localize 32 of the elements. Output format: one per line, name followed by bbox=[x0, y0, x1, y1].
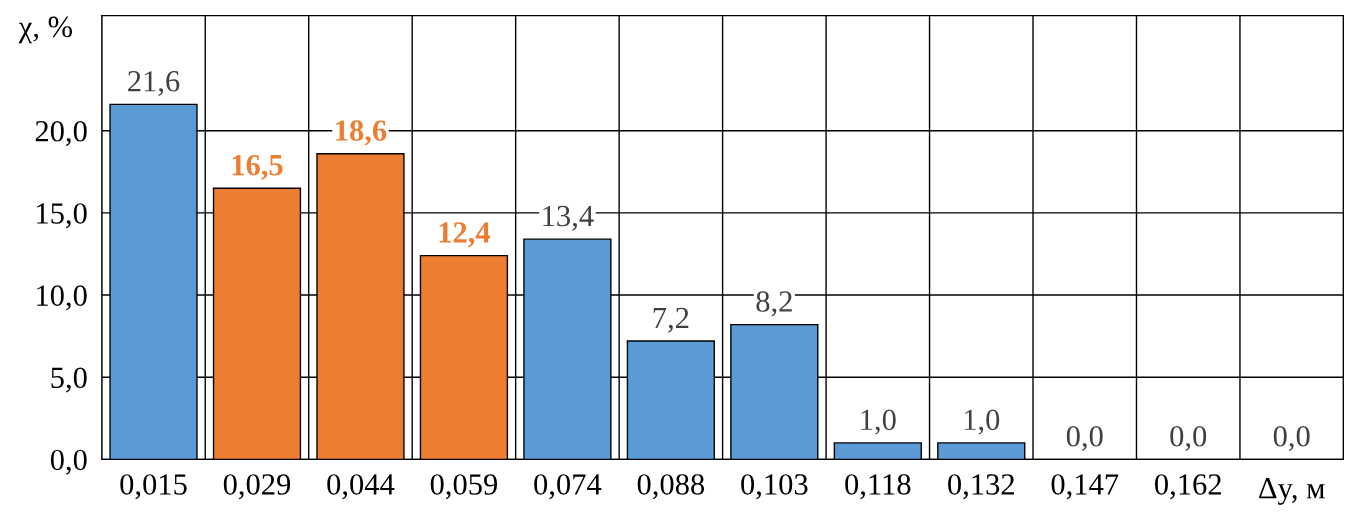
data-label: 8,2 bbox=[756, 291, 792, 317]
x-tick-label: 0,147 bbox=[1051, 474, 1119, 500]
x-tick-label: 0,088 bbox=[637, 474, 705, 500]
x-tick-label: 0,162 bbox=[1155, 474, 1221, 500]
data-label: 0,0 bbox=[1170, 425, 1207, 451]
data-label: 0,0 bbox=[1273, 425, 1310, 451]
bar bbox=[937, 442, 1026, 460]
y-tick-label: 5,0 bbox=[51, 367, 87, 393]
data-label: 0,0 bbox=[1066, 425, 1103, 451]
y-tick-label: 20,0 bbox=[35, 120, 87, 146]
x-tick-label: 0,103 bbox=[741, 474, 808, 500]
x-tick-label: 0,074 bbox=[534, 474, 602, 500]
x-axis-title: Δy, м bbox=[1259, 478, 1325, 505]
x-tick-label: 0,132 bbox=[948, 474, 1014, 500]
data-label: 21,6 bbox=[128, 71, 180, 97]
y-tick-label: 10,0 bbox=[37, 285, 87, 311]
data-label: 18,6 bbox=[336, 120, 387, 146]
x-tick-label: 0,118 bbox=[845, 474, 911, 500]
data-label: 1,0 bbox=[964, 409, 1000, 435]
x-tick-label: 0,044 bbox=[327, 474, 395, 500]
y-tick-label: 0,0 bbox=[50, 449, 87, 475]
data-label: 12,4 bbox=[439, 222, 491, 248]
data-label: 13,4 bbox=[543, 205, 594, 231]
x-tick-label: 0,015 bbox=[120, 474, 187, 500]
x-tick-label: 0,029 bbox=[223, 474, 291, 500]
data-label: 7,2 bbox=[653, 307, 689, 333]
y-tick-label: 15,0 bbox=[37, 203, 87, 229]
y-axis-title: χ, % bbox=[18, 16, 72, 44]
bar bbox=[833, 442, 922, 460]
data-label: 16,5 bbox=[232, 154, 283, 180]
x-tick-label: 0,059 bbox=[430, 474, 498, 500]
data-label: 1,0 bbox=[861, 409, 896, 435]
